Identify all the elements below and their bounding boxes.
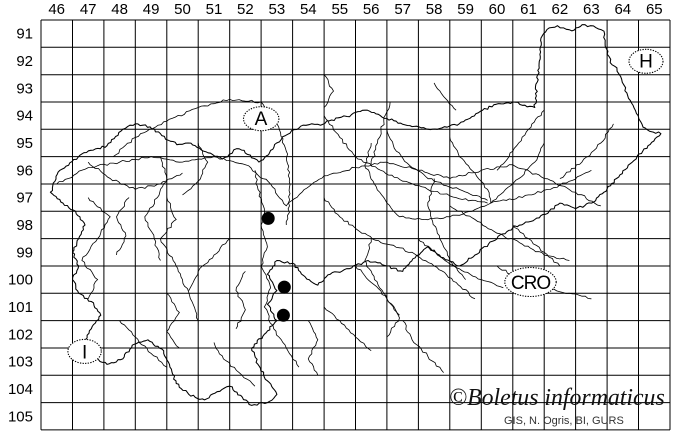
svg-text:57: 57 xyxy=(394,1,411,18)
svg-text:55: 55 xyxy=(331,1,348,18)
svg-text:56: 56 xyxy=(363,1,380,18)
svg-text:58: 58 xyxy=(426,1,443,18)
svg-text:46: 46 xyxy=(48,1,65,18)
svg-text:48: 48 xyxy=(111,1,128,18)
svg-text:102: 102 xyxy=(8,326,33,343)
svg-text:60: 60 xyxy=(489,1,506,18)
svg-text:93: 93 xyxy=(16,80,33,97)
svg-text:94: 94 xyxy=(16,108,33,125)
svg-text:92: 92 xyxy=(16,53,33,70)
svg-text:GIS, N. Ogris, BI, GURS: GIS, N. Ogris, BI, GURS xyxy=(504,415,624,427)
svg-text:96: 96 xyxy=(16,162,33,179)
svg-text:103: 103 xyxy=(8,354,33,371)
svg-text:99: 99 xyxy=(16,244,33,261)
svg-text:49: 49 xyxy=(143,1,160,18)
svg-text:50: 50 xyxy=(174,1,191,18)
svg-text:63: 63 xyxy=(583,1,600,18)
svg-text:59: 59 xyxy=(457,1,474,18)
svg-text:CRO: CRO xyxy=(511,273,550,294)
svg-text:62: 62 xyxy=(552,1,569,18)
svg-text:98: 98 xyxy=(16,217,33,234)
svg-text:101: 101 xyxy=(8,299,33,316)
svg-text:104: 104 xyxy=(8,381,33,398)
svg-text:95: 95 xyxy=(16,135,33,152)
svg-text:47: 47 xyxy=(80,1,97,18)
svg-text:100: 100 xyxy=(8,272,33,289)
svg-text:H: H xyxy=(639,52,653,73)
svg-text:53: 53 xyxy=(269,1,286,18)
svg-text:54: 54 xyxy=(300,1,317,18)
svg-text:97: 97 xyxy=(16,190,33,207)
svg-text:©Boletus informaticus: ©Boletus informaticus xyxy=(449,385,665,411)
svg-text:64: 64 xyxy=(614,1,631,18)
svg-text:91: 91 xyxy=(16,26,33,43)
svg-text:51: 51 xyxy=(206,1,223,18)
svg-text:65: 65 xyxy=(646,1,663,18)
svg-text:52: 52 xyxy=(237,1,254,18)
svg-text:I: I xyxy=(82,343,87,364)
svg-text:A: A xyxy=(255,109,268,130)
svg-text:61: 61 xyxy=(520,1,537,18)
svg-text:105: 105 xyxy=(8,408,33,425)
